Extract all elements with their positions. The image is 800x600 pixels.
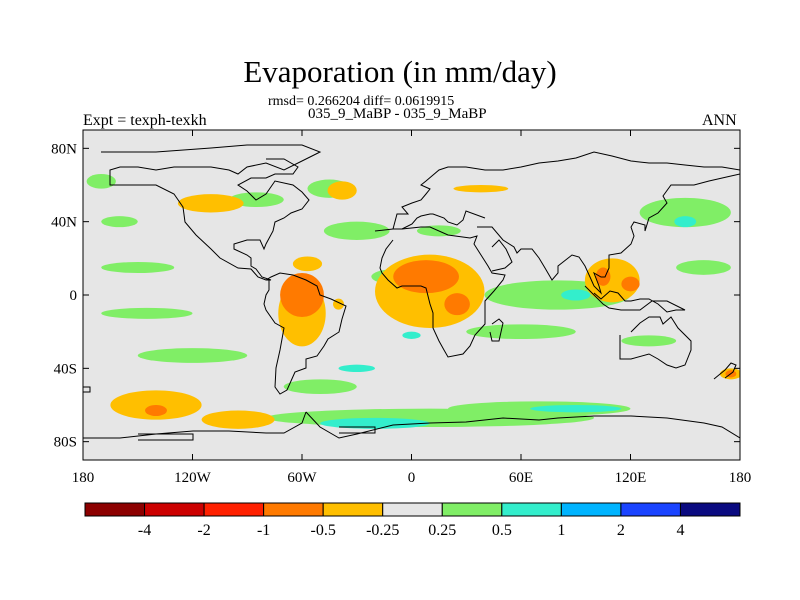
coastline-6 — [401, 210, 486, 230]
colorbar-level-label: 0.25 — [428, 522, 456, 539]
colorbar-level-label: -1 — [257, 522, 270, 539]
coastline-9 — [619, 316, 692, 369]
contour-region-13 — [466, 324, 576, 339]
contour-region-3 — [101, 307, 193, 319]
statistics-text: rmsd= 0.266204 diff= 0.0619915 — [268, 94, 455, 109]
x-tick-label: 120E — [615, 470, 647, 486]
colorbar-box-2 — [203, 502, 265, 517]
coastline-4 — [489, 318, 504, 342]
colorbar-box-9 — [620, 502, 681, 517]
contour-region-2 — [101, 262, 175, 273]
x-tick-label: 180 — [729, 470, 752, 486]
x-tick-label: 0 — [408, 470, 416, 486]
coastline-12 — [83, 411, 307, 460]
contour-region-1 — [101, 216, 138, 228]
contour-fill-layer — [86, 174, 740, 429]
contour-region-38 — [621, 276, 640, 292]
colorbar-level-label: 2 — [617, 522, 625, 539]
coastline-0 — [83, 386, 91, 393]
colorbar-level-label: -0.5 — [311, 522, 336, 539]
contour-region-20 — [320, 417, 430, 429]
season-label: ANN — [702, 112, 737, 129]
coastline-layer — [83, 144, 740, 460]
contour-region-36 — [393, 260, 459, 294]
y-tick-label: 40N — [51, 215, 77, 231]
colorbar-level-label: 1 — [557, 522, 565, 539]
colorbar-box-7 — [501, 502, 562, 517]
chart-title: Evaporation (in mm/day) — [243, 54, 557, 89]
colorbar-box-3 — [263, 502, 324, 517]
contour-region-40 — [145, 405, 167, 416]
colorbar-level-label: -4 — [138, 522, 151, 539]
contour-region-21 — [530, 405, 622, 413]
colorbar-level-label: -0.25 — [366, 522, 399, 539]
colorbar-box-1 — [144, 502, 205, 517]
contour-region-14 — [639, 197, 731, 228]
coastline-14 — [138, 433, 194, 441]
colorbar-box-0 — [84, 502, 146, 517]
contour-region-15 — [676, 260, 731, 275]
y-axis: 80N 40N 0 40S 80S — [51, 141, 740, 451]
contour-region-37 — [444, 293, 470, 316]
chart-subtitle: 035_9_MaBP - 035_9_MaBP — [308, 106, 487, 122]
coastline-15 — [339, 426, 376, 434]
coastline-8 — [491, 239, 513, 272]
colorbar-level-label: 0.5 — [492, 522, 512, 539]
contour-region-7 — [323, 221, 390, 240]
coastline-10 — [584, 285, 686, 313]
x-tick-label: 180 — [72, 470, 95, 486]
contour-region-23 — [561, 289, 591, 301]
colorbar-box-6 — [441, 502, 503, 517]
contour-region-9 — [283, 379, 357, 394]
x-axis: 180 120W 60W 0 60E 120E 180 — [72, 130, 752, 486]
contour-region-18 — [338, 364, 375, 373]
coastline-5 — [392, 151, 740, 230]
contour-region-25 — [201, 410, 275, 429]
contour-region-22 — [674, 216, 697, 228]
x-tick-label: 60W — [287, 470, 317, 486]
y-tick-label: 80S — [54, 435, 77, 451]
contour-region-26 — [177, 194, 244, 213]
contour-region-35 — [280, 273, 324, 317]
coastline-2 — [263, 272, 347, 395]
y-tick-label: 40S — [54, 361, 77, 377]
contour-region-16 — [621, 335, 677, 347]
y-tick-label: 0 — [70, 288, 78, 304]
contour-region-32 — [584, 258, 640, 303]
coastline-13 — [305, 411, 740, 439]
x-tick-label: 60E — [509, 470, 533, 486]
coastline-11 — [713, 362, 737, 380]
coastline-3 — [374, 226, 506, 358]
experiment-label: Expt = texph-texkh — [83, 112, 207, 129]
colorbar-box-10 — [679, 502, 741, 517]
x-tick-label: 120W — [174, 470, 212, 486]
colorbar-box-4 — [322, 502, 384, 517]
colorbar: -4 -2 -1 -0.5 -0.25 0.25 0.5 1 2 4 — [84, 502, 741, 539]
contour-region-19 — [402, 331, 421, 340]
contour-region-0 — [86, 174, 116, 189]
contour-region-27 — [292, 256, 323, 272]
colorbar-box-8 — [560, 502, 622, 517]
contour-region-29 — [327, 181, 357, 200]
contour-region-4 — [137, 348, 248, 363]
colorbar-level-label: -2 — [197, 522, 210, 539]
colorbar-box-5 — [382, 502, 443, 517]
y-tick-label: 80N — [51, 141, 77, 157]
colorbar-level-label: 4 — [676, 522, 684, 539]
coastline-7 — [477, 173, 740, 295]
contour-region-31 — [453, 185, 509, 193]
